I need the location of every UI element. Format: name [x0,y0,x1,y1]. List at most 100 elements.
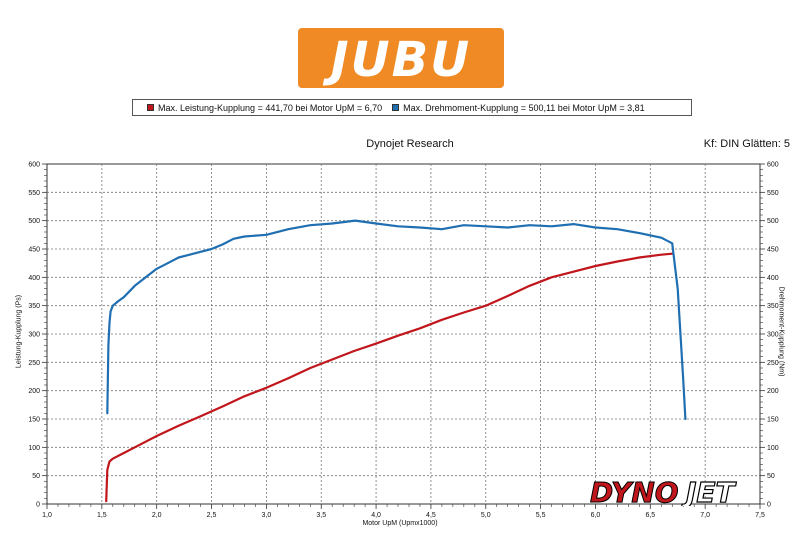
data-point-torque [106,412,108,414]
data-point-torque [309,224,311,226]
legend-label-power: Max. Leistung-Kupplung = 441,70 bei Moto… [158,102,383,113]
legend-item-torque: Max. Drehmoment-Kupplung = 500,11 bei Mo… [392,103,645,113]
y-left-tick-label: 350 [28,303,40,310]
legend-swatch-torque [392,104,400,111]
data-point-torque [189,254,191,256]
y-left-tick-label: 450 [28,247,40,254]
x-axis-label: Motor UpM (Upmx1000) [362,520,438,527]
data-point-power [108,460,111,463]
y-right-tick-label: 300 [767,332,779,339]
data-point-power [178,425,180,427]
x-tick-label: 6,5 [645,512,655,519]
data-point-torque [200,251,202,253]
data-point-power [106,469,108,471]
x-tick-label: 4,5 [426,512,436,519]
y-right-tick-label: 150 [767,417,779,424]
y-right-tick-label: 50 [767,473,775,480]
data-point-torque [167,262,169,264]
data-point-torque [156,268,158,270]
y-left-tick-label: 100 [28,445,40,452]
x-tick-label: 7,0 [700,512,710,519]
data-point-torque [110,310,112,312]
data-point-torque [682,378,684,380]
y-right-tick-label: 200 [767,388,779,395]
data-point-torque [529,224,531,226]
data-point-power [638,256,640,259]
data-point-torque [210,248,213,250]
x-tick-label: 4,0 [371,512,381,519]
chart-series [105,219,687,503]
data-point-torque [354,220,356,222]
data-point-torque [123,296,125,298]
y-left-tick-label: 250 [28,360,40,367]
x-tick-label: 1,5 [97,512,107,519]
jubu-logo: JUBU [298,28,504,88]
legend-item-power: Max. Leistung-Kupplung = 441,70 bei Moto… [147,103,382,113]
y-left-tick-label: 500 [28,218,40,225]
data-point-power [156,435,158,437]
data-point-torque [331,222,333,225]
data-point-power [105,500,107,502]
data-point-torque [287,228,289,230]
y-right-tick-label: 350 [767,303,779,310]
chart-legend: Max. Leistung-Kupplung = 441,70 bei Moto… [132,99,692,116]
data-point-power [419,327,421,329]
y-left-tick-label: 300 [28,332,40,339]
data-point-power [507,295,509,297]
data-point-power [660,254,662,256]
y-right-tick-label: 500 [767,218,779,225]
y-right-tick-label: 400 [767,275,779,282]
data-point-power [287,377,289,379]
y-right-tick-label: 0 [767,502,771,509]
logo-text: JUBU [323,32,471,88]
x-tick-label: 2,5 [207,512,217,519]
data-point-power [200,415,202,417]
data-point-torque [660,237,662,239]
data-point-power [265,387,267,389]
data-point-torque [572,223,575,225]
data-point-power [145,441,147,443]
data-point-power [243,395,245,397]
data-point-torque [684,418,687,420]
data-point-power [594,265,597,267]
x-tick-label: 5,5 [536,512,546,519]
x-tick-label: 6,0 [591,512,601,519]
y-left-tick-label: 550 [28,190,40,197]
data-point-torque [221,243,224,246]
data-point-torque [507,226,509,229]
x-tick-label: 3,0 [262,512,272,519]
data-point-torque [397,225,399,227]
data-point-torque [375,222,377,225]
chart-title: Dynojet Research [366,138,454,150]
data-point-torque [594,226,597,229]
logo-background [298,28,504,88]
y-left-tick-label: 150 [28,417,40,424]
correction-info: Kf: DIN Glätten: 5 [703,138,790,150]
data-point-torque [441,228,443,230]
data-point-power [616,260,619,263]
data-point-torque [638,232,640,234]
x-tick-label: 2,0 [152,512,162,519]
y-right-tick-label: 450 [767,247,779,254]
data-point-torque [145,276,147,278]
x-tick-label: 7,5 [755,512,765,519]
data-point-power [485,305,487,307]
x-tick-label: 1,0 [42,512,52,519]
dynojet-logo: DYNO JET [590,475,760,509]
data-point-torque [112,305,114,307]
data-point-torque [243,235,245,238]
y-left-tick-label: 400 [28,275,40,282]
y-right-tick-label: 100 [767,445,779,452]
data-point-torque [265,234,267,236]
data-point-power [463,311,465,314]
x-tick-label: 5,0 [481,512,491,519]
data-point-torque [616,228,619,230]
y-left-tick-label: 0 [36,502,40,509]
data-point-power [221,405,224,408]
brand-text-b: JET [681,476,737,506]
y-right-tick-label: 250 [767,360,779,367]
y-right-tick-label: 600 [767,162,779,169]
chart-axes: 1,0 1,5 2,0 2,5 3,0 3,5 4,0 4,5 5,0 5,5 6,0 6,5 7,0 7… [28,162,778,520]
data-point-power [572,271,575,273]
